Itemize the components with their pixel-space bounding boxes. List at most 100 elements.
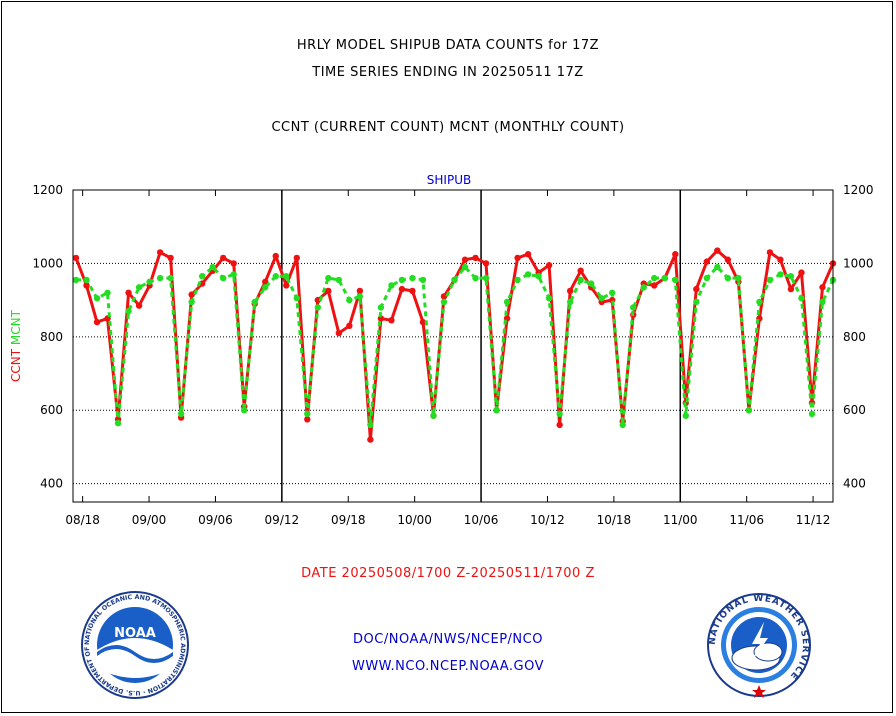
data-point-mcnt [693, 298, 700, 306]
data-point-ccnt [556, 421, 563, 429]
data-point-mcnt [83, 276, 90, 284]
data-point-ccnt [293, 254, 300, 262]
data-point-mcnt [219, 274, 227, 282]
data-point-ccnt [219, 254, 227, 262]
data-point-ccnt [388, 317, 395, 324]
data-point-mcnt [535, 273, 542, 280]
data-point-mcnt [241, 407, 248, 414]
y-tick-label-right: 1000 [843, 256, 874, 270]
y-tick-label-left: 400 [40, 477, 63, 491]
data-point-ccnt [335, 329, 343, 337]
data-point-mcnt [346, 296, 353, 304]
data-point-ccnt [346, 322, 353, 330]
data-point-ccnt [262, 278, 269, 285]
chart-title-line3: CCNT (CURRENT COUNT) MCNT (MONTHLY COUNT… [271, 120, 625, 135]
data-point-mcnt [619, 421, 626, 429]
data-point-ccnt [125, 289, 132, 296]
data-point-mcnt [745, 407, 753, 414]
nws-logo: NATIONAL WEATHER SERVICE [707, 593, 811, 698]
data-point-ccnt [398, 285, 406, 293]
data-point-ccnt [188, 291, 195, 298]
x-tick-label: 09/06 [198, 513, 233, 527]
data-point-mcnt [198, 273, 206, 280]
data-point-mcnt [314, 304, 322, 311]
y-tick-label-left: 800 [40, 330, 63, 344]
data-point-ccnt [230, 260, 237, 267]
data-point-mcnt [714, 263, 721, 271]
data-point-mcnt [545, 295, 553, 302]
data-point-mcnt [388, 282, 395, 289]
data-point-ccnt [672, 251, 679, 258]
data-point-ccnt [524, 251, 532, 258]
data-point-mcnt [230, 271, 237, 278]
data-point-mcnt [419, 276, 427, 284]
data-point-mcnt [598, 295, 605, 302]
y-tick-label-right: 600 [843, 403, 866, 417]
x-tick-label: 09/00 [132, 513, 167, 527]
y-tick-label-right: 800 [843, 330, 866, 344]
data-point-ccnt [409, 287, 416, 295]
x-tick-label: 11/06 [729, 513, 764, 527]
data-point-ccnt [566, 287, 574, 295]
y-tick-label-left: 1000 [32, 256, 63, 270]
data-point-mcnt [703, 274, 711, 282]
data-point-mcnt [819, 298, 826, 306]
data-point-mcnt [335, 276, 343, 284]
data-point-mcnt [356, 293, 364, 300]
x-tick-label: 09/18 [331, 513, 366, 527]
chart-title-line2: TIME SERIES ENDING IN 20250511 17Z [312, 65, 584, 80]
y-axis-label-ccnt: CCNT [9, 348, 23, 382]
x-tick-label: 10/00 [397, 513, 432, 527]
data-point-ccnt [419, 318, 427, 326]
data-point-ccnt [472, 254, 479, 262]
x-tick-label: 11/00 [663, 513, 698, 527]
data-point-ccnt [72, 254, 80, 262]
data-point-mcnt [398, 276, 406, 284]
data-point-mcnt [135, 284, 143, 291]
data-point-ccnt [461, 256, 469, 263]
data-point-mcnt [177, 410, 185, 418]
data-point-mcnt [587, 280, 595, 287]
y-tick-label-right: 1200 [843, 183, 874, 197]
data-point-ccnt [167, 254, 174, 262]
data-point-mcnt [661, 274, 668, 282]
data-point-mcnt [146, 278, 153, 285]
data-point-ccnt [714, 247, 721, 254]
data-point-ccnt [545, 262, 553, 269]
data-point-ccnt [325, 287, 332, 295]
data-point-ccnt [514, 254, 521, 262]
data-point-ccnt [83, 282, 90, 289]
chart-title-line1: HRLY MODEL SHIPUB DATA COUNTS for 17Z [296, 38, 600, 53]
data-point-mcnt [482, 274, 490, 282]
data-point-mcnt [430, 412, 437, 419]
data-point-ccnt [651, 282, 658, 289]
data-point-mcnt [156, 274, 164, 282]
data-point-mcnt [293, 295, 300, 302]
data-point-mcnt [272, 273, 279, 280]
data-point-mcnt [503, 298, 511, 306]
x-tick-label: 11/12 [796, 513, 831, 527]
data-point-mcnt [777, 271, 784, 278]
y-tick-label-left: 600 [40, 403, 63, 417]
data-point-mcnt [114, 419, 122, 427]
x-tick-label: 10/12 [530, 513, 565, 527]
website-link[interactable]: WWW.NCO.NCEP.NOAA.GOV [351, 659, 545, 674]
data-point-mcnt [472, 274, 479, 282]
data-point-ccnt [693, 285, 700, 293]
data-point-mcnt [451, 276, 458, 284]
y-axis-label-mcnt: MCNT [9, 309, 23, 349]
data-point-mcnt [93, 295, 101, 302]
data-point-ccnt [777, 256, 784, 263]
data-point-ccnt [304, 416, 311, 423]
data-point-mcnt [209, 263, 216, 271]
panel-title: SHIPUB [427, 173, 471, 187]
series-line-mcnt [76, 265, 835, 427]
data-point-mcnt [672, 276, 679, 284]
data-point-mcnt [409, 274, 416, 282]
data-point-ccnt [272, 252, 279, 260]
data-point-ccnt [577, 267, 584, 274]
data-point-mcnt [325, 274, 332, 282]
data-point-mcnt [556, 410, 563, 418]
data-point-ccnt [283, 282, 290, 289]
